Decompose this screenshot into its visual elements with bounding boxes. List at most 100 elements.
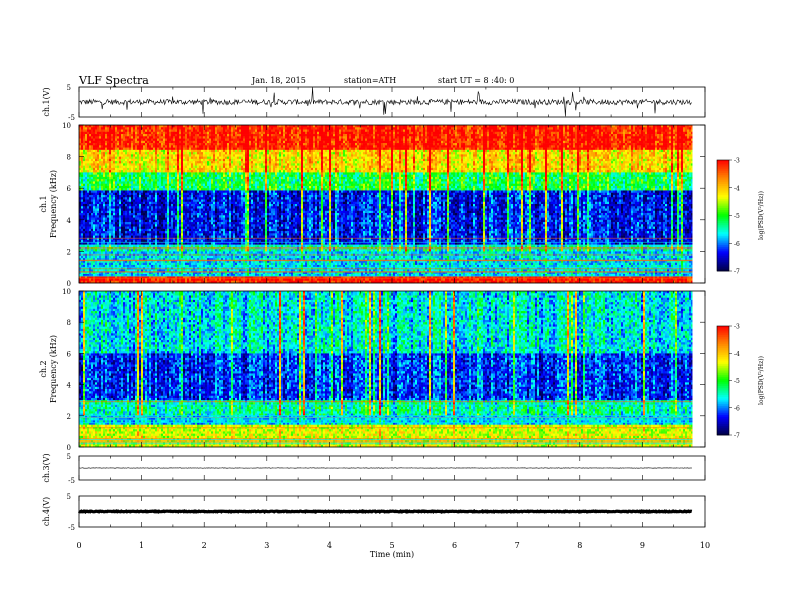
psd-cell	[127, 235, 130, 239]
psd-cell	[159, 134, 162, 137]
psd-cell	[207, 228, 210, 232]
psd-cell	[139, 188, 142, 191]
psd-cell	[207, 152, 210, 155]
psd-cell	[183, 185, 186, 189]
psd-cell	[145, 161, 148, 164]
psd-cell	[211, 179, 214, 182]
psd-cell	[197, 131, 200, 135]
psd-cell	[137, 149, 140, 153]
psd-cell	[93, 204, 96, 207]
psd-cell	[85, 188, 88, 191]
psd-cell	[169, 172, 172, 175]
psd-cell	[209, 134, 212, 137]
psd-cell	[103, 197, 106, 200]
psd-cell	[215, 228, 218, 232]
psd-cell	[149, 140, 152, 144]
psd-cell	[177, 125, 180, 128]
psd-cell	[145, 217, 148, 221]
psd-cell	[91, 161, 94, 164]
psd-cell	[179, 156, 182, 160]
psd-cell	[139, 210, 142, 214]
psd-cell	[181, 138, 184, 142]
psd-cell	[137, 249, 140, 252]
psd-cell	[123, 147, 126, 151]
psd-cell	[199, 231, 202, 234]
psd-cell	[181, 217, 184, 221]
psd-cell	[91, 181, 94, 184]
psd-cell	[121, 228, 124, 232]
psd-cell	[89, 231, 92, 234]
psd-cell	[113, 183, 116, 187]
psd-cell	[133, 231, 136, 234]
psd-cell	[203, 271, 206, 275]
psd-cell	[99, 208, 102, 212]
psd-cell	[179, 170, 182, 173]
psd-cell	[167, 235, 170, 239]
psd-cell	[177, 190, 180, 194]
psd-cell	[185, 276, 188, 279]
psd-cell	[97, 188, 100, 191]
psd-cell	[91, 271, 94, 275]
psd-cell	[135, 161, 138, 164]
psd-cell	[191, 188, 194, 191]
psd-cell	[169, 185, 172, 189]
psd-cell	[89, 188, 92, 191]
psd-cell	[113, 219, 116, 223]
psd-cell	[87, 206, 90, 209]
psd-cell	[189, 226, 192, 230]
psd-cell	[79, 255, 82, 259]
psd-cell	[185, 273, 188, 277]
psd-cell	[137, 219, 140, 223]
psd-cell	[103, 233, 106, 236]
psd-cell	[199, 152, 202, 155]
psd-cell	[91, 185, 94, 189]
psd-cell	[139, 145, 142, 148]
psd-cell	[127, 228, 130, 232]
psd-cell	[85, 228, 88, 232]
psd-cell	[109, 219, 112, 223]
psd-cell	[117, 269, 120, 273]
psd-cell	[123, 222, 126, 225]
psd-cell	[101, 280, 104, 284]
psd-cell	[215, 235, 218, 239]
psd-cell	[183, 190, 186, 194]
psd-cell	[211, 276, 214, 279]
psd-cell	[141, 140, 144, 144]
psd-cell	[155, 165, 158, 169]
psd-cell	[91, 249, 94, 252]
psd-cell	[85, 152, 88, 155]
psd-cell	[189, 246, 192, 250]
psd-cell	[215, 255, 218, 259]
psd-cell	[81, 280, 84, 284]
psd-cell	[91, 194, 94, 198]
psd-cell	[167, 213, 170, 216]
psd-cell	[173, 154, 176, 157]
psd-cell	[117, 213, 120, 216]
psd-cell	[157, 154, 160, 157]
psd-cell	[129, 201, 132, 205]
psd-cell	[185, 278, 188, 282]
psd-cell	[151, 204, 154, 207]
psd-cell	[187, 140, 190, 144]
psd-cell	[161, 147, 164, 151]
psd-cell	[89, 129, 92, 133]
psd-cell	[133, 226, 136, 230]
psd-cell	[205, 231, 208, 234]
psd-cell	[203, 233, 206, 236]
psd-cell	[131, 280, 134, 284]
psd-cell	[161, 233, 164, 236]
psd-cell	[185, 255, 188, 259]
psd-cell	[193, 262, 196, 266]
psd-cell	[141, 181, 144, 184]
psd-cell	[125, 199, 128, 203]
psd-cell	[167, 240, 170, 243]
psd-cell	[185, 179, 188, 182]
psd-cell	[139, 231, 142, 234]
psd-cell	[121, 273, 124, 277]
psd-cell	[197, 192, 200, 196]
psd-cell	[107, 269, 110, 273]
psd-cell	[181, 208, 184, 212]
psd-cell	[109, 240, 112, 243]
psd-cell	[99, 199, 102, 203]
psd-cell	[203, 165, 206, 169]
